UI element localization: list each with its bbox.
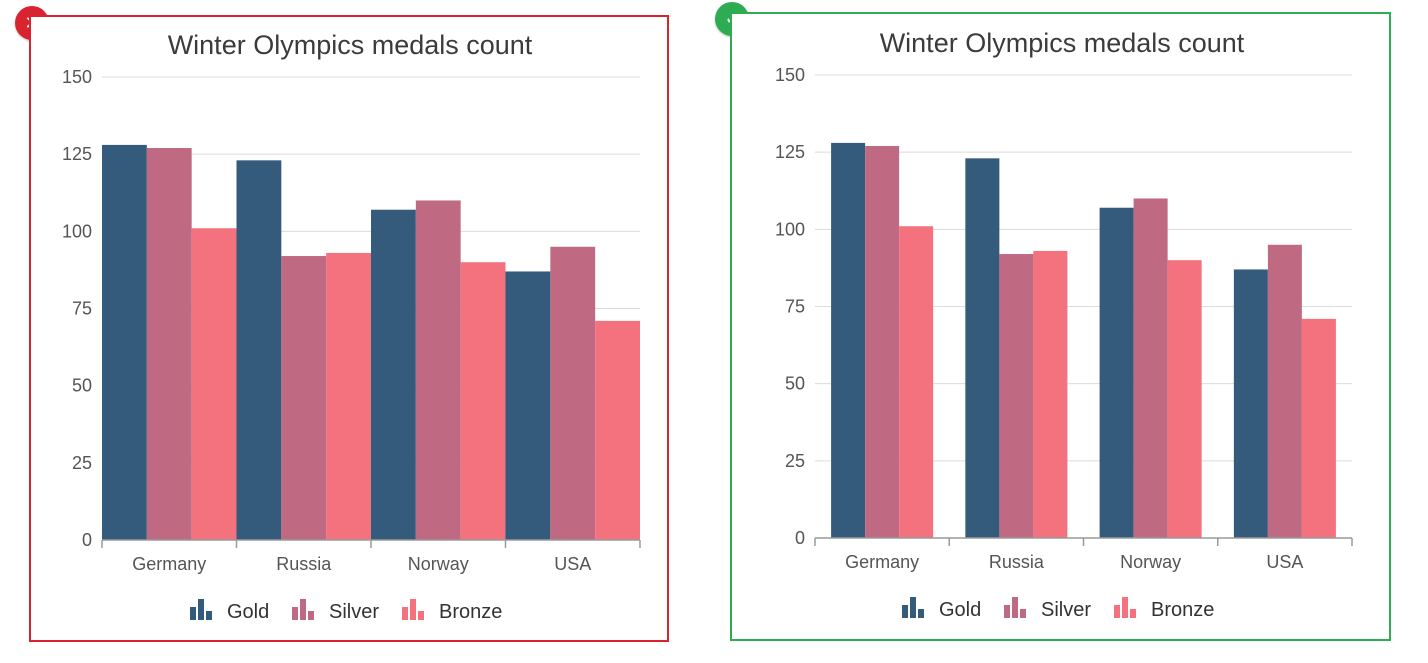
bar-gold-usa (1233, 269, 1268, 538)
legend-item-silver[interactable]: Silver (1004, 597, 1091, 621)
bar-chart-icon (190, 599, 212, 620)
category-label: Germany (132, 554, 206, 574)
legend-item-bronze[interactable]: Bronze (1114, 597, 1214, 621)
category-label: USA (554, 554, 591, 574)
bar-silver-norway (1133, 198, 1168, 538)
bar-bronze-germany (191, 228, 237, 540)
bar-silver-norway (415, 200, 461, 540)
y-tick-label: 125 (775, 142, 805, 162)
legend-item-gold[interactable]: Gold (902, 597, 981, 621)
y-tick-label: 100 (775, 219, 805, 239)
legend-label: Gold (227, 601, 269, 623)
bar-silver-usa (550, 246, 596, 540)
legend-item-bronze[interactable]: Bronze (402, 599, 502, 623)
y-tick-label: 150 (775, 65, 805, 85)
bar-bronze-russia (326, 252, 371, 540)
legend-label: Bronze (439, 601, 502, 623)
category-label: Norway (408, 554, 469, 574)
bar-bronze-usa (595, 320, 640, 540)
legend-label: Silver (1041, 599, 1091, 621)
bar-silver-usa (1267, 244, 1302, 538)
legend-label: Gold (939, 599, 981, 621)
bar-silver-russia (281, 256, 327, 540)
bar-chart-icon (1004, 597, 1026, 618)
bar-bronze-norway (460, 262, 506, 540)
bar-chart-icon (902, 597, 924, 618)
y-tick-label: 25 (72, 453, 92, 473)
legend-item-silver[interactable]: Silver (292, 599, 379, 623)
category-label: Germany (845, 552, 919, 572)
bar-silver-germany (146, 147, 192, 540)
bar-bronze-norway (1167, 260, 1202, 538)
bar-gold-russia (236, 160, 282, 540)
y-tick-label: 75 (72, 299, 92, 319)
chart-title: Winter Olympics medals count (168, 30, 533, 60)
chart-title: Winter Olympics medals count (880, 28, 1245, 58)
bar-bronze-germany (899, 226, 934, 538)
y-tick-label: 0 (795, 528, 805, 548)
bar-gold-russia (965, 158, 1000, 538)
y-tick-label: 0 (82, 530, 92, 550)
legend-item-gold[interactable]: Gold (190, 599, 269, 623)
category-label: Russia (276, 554, 332, 574)
category-label: USA (1266, 552, 1303, 572)
y-tick-label: 25 (785, 451, 805, 471)
y-tick-label: 75 (785, 297, 805, 317)
bar-gold-usa (505, 271, 551, 540)
y-tick-label: 125 (62, 144, 92, 164)
y-tick-label: 100 (62, 221, 92, 241)
legend-label: Bronze (1151, 599, 1214, 621)
category-label: Norway (1120, 552, 1181, 572)
bar-silver-russia (999, 254, 1034, 538)
correct-chart-panel: Winter Olympics medals count 0 25 50 75 100 12… (730, 12, 1391, 641)
bar-chart-icon (1114, 597, 1136, 618)
bar-gold-norway (1099, 207, 1134, 538)
bar-bronze-usa (1301, 318, 1336, 538)
bar-gold-germany (102, 144, 147, 540)
legend-label: Silver (329, 601, 379, 623)
bar-silver-germany (865, 145, 900, 538)
category-label: Russia (989, 552, 1045, 572)
incorrect-chart-panel: Winter Olympics medals count 0 25 50 75 100 12… (29, 15, 669, 642)
bar-gold-germany (831, 142, 866, 538)
y-tick-label: 50 (785, 374, 805, 394)
bar-gold-norway (371, 209, 416, 540)
y-tick-label: 150 (62, 67, 92, 87)
bar-bronze-russia (1033, 250, 1068, 538)
bar-chart-icon (292, 599, 314, 620)
bar-chart-icon (402, 599, 424, 620)
y-tick-label: 50 (72, 376, 92, 396)
